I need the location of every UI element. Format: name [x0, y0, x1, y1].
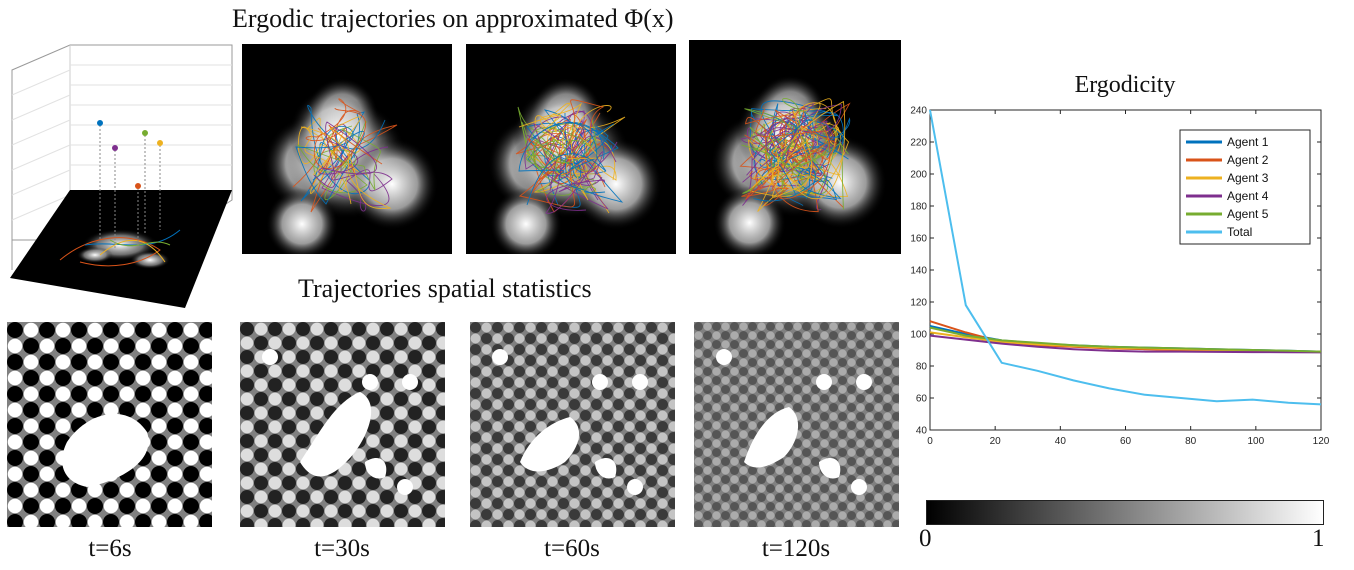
stat-peak: [856, 374, 872, 390]
y-tick-label: 60: [916, 394, 928, 405]
trajectory-path: [300, 116, 392, 210]
y-tick-label: 140: [910, 266, 927, 277]
trajectory-path: [539, 102, 612, 201]
x-tick-label: 40: [1055, 436, 1067, 447]
trajectory-path: [306, 117, 368, 194]
colorbar-min-label: 0: [919, 525, 932, 552]
y-tick-label: 120: [910, 298, 927, 309]
y-tick-label: 160: [910, 234, 927, 245]
stat-peak: [851, 479, 867, 495]
stat-peak: [816, 374, 832, 390]
density-blob: [713, 186, 786, 254]
top-title: Ergodic trajectories on approximated Φ(x…: [232, 4, 674, 33]
middle-title: Trajectories spatial statistics: [298, 274, 592, 303]
x-tick-label: 20: [990, 436, 1002, 447]
trajectory-path: [533, 123, 606, 211]
trajectory-path: [530, 118, 598, 190]
trajectory-path: [752, 102, 837, 188]
trajectory-path: [330, 153, 393, 212]
time-label-3: t=60s: [544, 535, 600, 562]
x-tick-label: 0: [927, 436, 933, 447]
trajectory-path: [545, 110, 599, 201]
trajectory-path: [526, 109, 615, 194]
stat-high-density-secondary: [595, 457, 617, 479]
chart-title: Ergodicity: [1075, 72, 1176, 98]
y-tick-label: 40: [916, 426, 928, 437]
density-blob: [490, 188, 562, 254]
trajectory-path: [313, 121, 377, 188]
y-tick-label: 100: [910, 330, 927, 341]
x-tick-label: 120: [1313, 436, 1330, 447]
perspective-3d-panel: [10, 44, 233, 308]
legend-label: Agent 2: [1227, 153, 1269, 167]
stat-high-density: [62, 413, 149, 487]
trajectory-path: [752, 110, 819, 190]
stat-peak: [627, 479, 643, 495]
y-tick-label: 200: [910, 170, 927, 181]
statistics-panel-3: [470, 322, 675, 527]
stat-high-density: [300, 392, 372, 477]
stat-high-density-secondary: [365, 457, 387, 479]
trajectory-path: [753, 118, 841, 202]
statistics-panel-1: [7, 322, 212, 527]
trajectory-path: [755, 108, 831, 200]
statistics-panel-2: [240, 322, 445, 527]
time-label-2: t=30s: [314, 535, 370, 562]
stat-peak: [716, 349, 732, 365]
colorbar-max-label: 1: [1312, 525, 1325, 552]
trajectory-path: [528, 118, 601, 195]
stat-peak: [362, 374, 378, 390]
trajectory-panel-2: [466, 44, 676, 254]
x-tick-label: 60: [1120, 436, 1132, 447]
ergodicity-chart: Ergodicity 40608010012014016018020022024…: [910, 72, 1330, 447]
series-line-total: [929, 109, 1322, 406]
trajectory-path: [533, 124, 596, 169]
legend-label: Agent 4: [1227, 189, 1269, 203]
trajectory-path: [517, 106, 595, 181]
trajectory-path: [744, 108, 844, 210]
trajectory-path: [545, 141, 618, 214]
stat-high-density: [744, 407, 799, 468]
trajectory-path: [742, 111, 828, 183]
stat-peak: [402, 374, 418, 390]
trajectory-path: [749, 104, 819, 213]
time-label-4: t=120s: [761, 535, 831, 562]
time-label-1: t=6s: [88, 535, 132, 562]
stat-peak: [632, 374, 648, 390]
trajectory-path: [518, 122, 607, 206]
trajectory-path: [292, 98, 362, 188]
stat-peak: [262, 349, 278, 365]
drone-markers: [97, 120, 163, 189]
trajectory-path: [295, 126, 365, 205]
trajectory-path: [771, 100, 846, 200]
statistics-panel-4: [694, 322, 899, 527]
y-tick-label: 180: [910, 202, 927, 213]
y-tick-label: 240: [910, 106, 927, 117]
trajectory-panel-1: [242, 44, 452, 254]
legend-label: Agent 5: [1227, 207, 1269, 221]
legend-label: Total: [1227, 225, 1252, 239]
trajectory-panel-3: [689, 40, 901, 254]
series-line-agent-4: [929, 334, 1322, 354]
stat-peak: [492, 349, 508, 365]
stat-high-density: [520, 417, 580, 472]
legend: [1179, 129, 1311, 245]
legend-label: Agent 3: [1227, 171, 1269, 185]
legend-label: Agent 1: [1227, 135, 1269, 149]
stat-peak: [397, 479, 413, 495]
y-tick-label: 80: [916, 362, 928, 373]
trajectory-path: [741, 98, 830, 180]
trajectory-path: [313, 107, 383, 169]
trajectory-path: [752, 126, 826, 182]
x-tick-label: 80: [1185, 436, 1197, 447]
trajectory-path: [518, 114, 601, 168]
stat-peak: [592, 374, 608, 390]
density-blob: [266, 188, 338, 254]
colorbar: [926, 500, 1324, 525]
series-line-agent-5: [929, 326, 1322, 353]
y-tick-label: 220: [910, 138, 927, 149]
x-tick-label: 100: [1247, 436, 1264, 447]
stat-high-density-secondary: [819, 457, 841, 479]
trajectory-path: [564, 122, 619, 171]
